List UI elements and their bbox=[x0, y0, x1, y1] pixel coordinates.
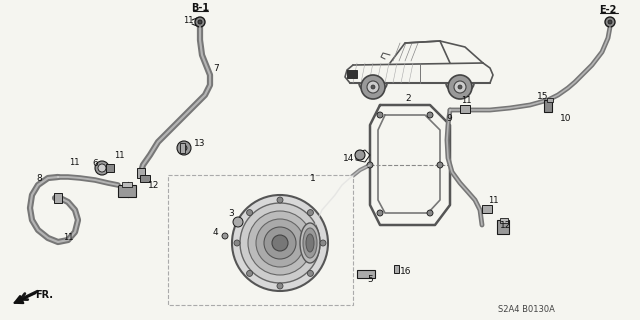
Text: 1: 1 bbox=[310, 173, 316, 182]
Circle shape bbox=[427, 112, 433, 118]
Bar bbox=[460, 105, 470, 113]
Bar bbox=[347, 70, 357, 78]
Text: FR.: FR. bbox=[35, 290, 53, 300]
Circle shape bbox=[605, 17, 615, 27]
Bar bbox=[180, 143, 185, 153]
Circle shape bbox=[233, 217, 243, 227]
Circle shape bbox=[458, 85, 462, 89]
Circle shape bbox=[181, 145, 187, 151]
Circle shape bbox=[377, 112, 383, 118]
Bar bbox=[122, 182, 132, 187]
Text: 7: 7 bbox=[213, 63, 219, 73]
Text: 12: 12 bbox=[148, 180, 159, 189]
Text: 5: 5 bbox=[367, 276, 373, 284]
Circle shape bbox=[355, 150, 365, 160]
Text: 16: 16 bbox=[400, 268, 412, 276]
Bar bbox=[394, 265, 399, 273]
Text: 11: 11 bbox=[183, 15, 193, 25]
Bar bbox=[137, 168, 145, 178]
Bar bbox=[168, 175, 353, 305]
Text: 11: 11 bbox=[63, 233, 74, 242]
Bar bbox=[140, 175, 150, 182]
Text: E-2: E-2 bbox=[599, 5, 617, 15]
Bar bbox=[118, 185, 136, 197]
Ellipse shape bbox=[306, 234, 314, 252]
Text: 11: 11 bbox=[488, 196, 499, 204]
Text: 12: 12 bbox=[500, 220, 511, 229]
Ellipse shape bbox=[303, 228, 317, 258]
Circle shape bbox=[246, 210, 253, 216]
Circle shape bbox=[248, 211, 312, 275]
Circle shape bbox=[256, 219, 304, 267]
Circle shape bbox=[367, 81, 379, 93]
Circle shape bbox=[246, 270, 253, 276]
Text: 11: 11 bbox=[70, 157, 80, 166]
Circle shape bbox=[367, 162, 373, 168]
Circle shape bbox=[198, 20, 202, 24]
Circle shape bbox=[232, 195, 328, 291]
Ellipse shape bbox=[300, 223, 320, 263]
Bar bbox=[357, 270, 375, 278]
Circle shape bbox=[307, 210, 314, 216]
Text: 11: 11 bbox=[461, 95, 471, 105]
Circle shape bbox=[264, 227, 296, 259]
Text: 13: 13 bbox=[194, 139, 205, 148]
Text: 9: 9 bbox=[446, 114, 452, 123]
Bar bbox=[482, 205, 492, 213]
Circle shape bbox=[307, 270, 314, 276]
Circle shape bbox=[222, 233, 228, 239]
Text: 11: 11 bbox=[115, 150, 125, 159]
Circle shape bbox=[454, 81, 466, 93]
Circle shape bbox=[448, 75, 472, 99]
Circle shape bbox=[234, 240, 240, 246]
Text: 14: 14 bbox=[342, 154, 354, 163]
Text: S2A4 B0130A: S2A4 B0130A bbox=[498, 306, 555, 315]
Circle shape bbox=[437, 162, 443, 168]
Circle shape bbox=[177, 141, 191, 155]
Circle shape bbox=[95, 161, 109, 175]
Bar bbox=[544, 100, 552, 112]
Circle shape bbox=[277, 197, 283, 203]
Circle shape bbox=[272, 235, 288, 251]
Text: B-1: B-1 bbox=[191, 3, 209, 13]
Circle shape bbox=[427, 210, 433, 216]
Text: 3: 3 bbox=[228, 209, 234, 218]
Text: 8: 8 bbox=[36, 173, 42, 182]
Text: 4: 4 bbox=[212, 228, 218, 236]
Circle shape bbox=[608, 20, 612, 24]
Circle shape bbox=[320, 240, 326, 246]
Bar bbox=[547, 98, 553, 102]
Circle shape bbox=[361, 75, 385, 99]
Text: 10: 10 bbox=[560, 114, 572, 123]
Text: 2: 2 bbox=[405, 93, 411, 102]
Bar bbox=[54, 193, 62, 203]
Text: 15: 15 bbox=[537, 92, 548, 100]
Circle shape bbox=[371, 85, 375, 89]
Circle shape bbox=[195, 17, 205, 27]
Circle shape bbox=[240, 203, 320, 283]
Bar bbox=[497, 220, 509, 234]
Bar bbox=[106, 164, 114, 172]
Circle shape bbox=[98, 164, 106, 172]
Text: 6: 6 bbox=[92, 158, 98, 167]
Bar bbox=[500, 218, 508, 223]
Circle shape bbox=[277, 283, 283, 289]
Circle shape bbox=[377, 210, 383, 216]
